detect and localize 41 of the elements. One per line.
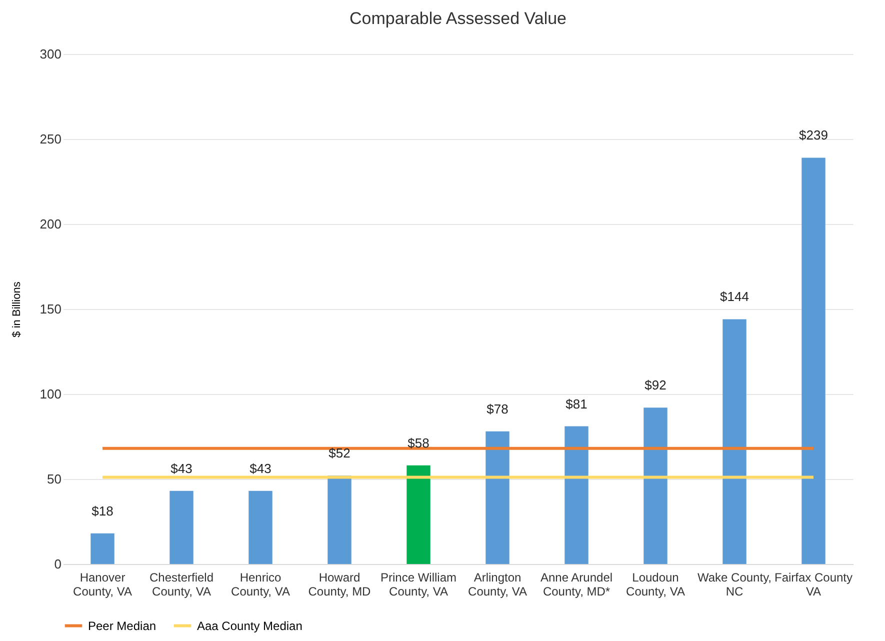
x-tick-label: Fairfax County VA xyxy=(774,570,853,598)
data-label: $52 xyxy=(328,446,350,461)
bar xyxy=(802,158,826,564)
bar xyxy=(90,533,114,564)
y-tick-label: 150 xyxy=(40,302,62,316)
data-label: $43 xyxy=(170,460,192,476)
x-tick-label: Arlington County, VA xyxy=(468,570,527,598)
x-tick-label: Wake County, NC xyxy=(697,570,772,598)
data-label: $81 xyxy=(566,396,588,412)
x-tick-label: Loudoun County, VA xyxy=(626,570,685,598)
x-tick-label: Hanover County, VA xyxy=(73,570,132,598)
legend-label: Aaa County Median xyxy=(197,618,302,633)
bar xyxy=(406,465,430,564)
x-tick-label: Prince William County, VA xyxy=(380,570,457,598)
y-tick-label: 0 xyxy=(54,556,62,572)
data-label: $43 xyxy=(250,460,272,476)
y-tick-label: 100 xyxy=(40,386,62,402)
x-tick-label: Chesterfield County, VA xyxy=(149,570,214,598)
bar xyxy=(328,476,352,564)
data-label: $58 xyxy=(408,435,430,450)
bar xyxy=(248,490,272,564)
bar xyxy=(170,490,194,564)
x-tick-label: Henrico County, VA xyxy=(231,570,290,598)
data-label: $78 xyxy=(486,401,508,416)
x-tick-label: Anne Arundel County, MD* xyxy=(540,570,613,598)
y-axis-title: $ in Billions xyxy=(10,281,23,338)
x-tick-label: Howard County, MD xyxy=(308,570,372,598)
bar xyxy=(644,408,668,564)
chart-title: Comparable Assessed Value xyxy=(349,9,567,28)
y-tick-label: 200 xyxy=(40,216,62,232)
y-tick-label: 250 xyxy=(40,132,62,146)
data-label: $239 xyxy=(799,128,828,143)
y-tick-label: 50 xyxy=(47,472,62,486)
y-tick-label: 300 xyxy=(40,46,62,62)
bar xyxy=(564,426,588,564)
bar xyxy=(486,431,510,564)
data-label: $18 xyxy=(92,503,114,518)
data-label: $92 xyxy=(644,378,666,393)
bar xyxy=(722,319,746,564)
legend-label: Peer Median xyxy=(88,618,156,633)
data-label: $144 xyxy=(720,289,749,304)
